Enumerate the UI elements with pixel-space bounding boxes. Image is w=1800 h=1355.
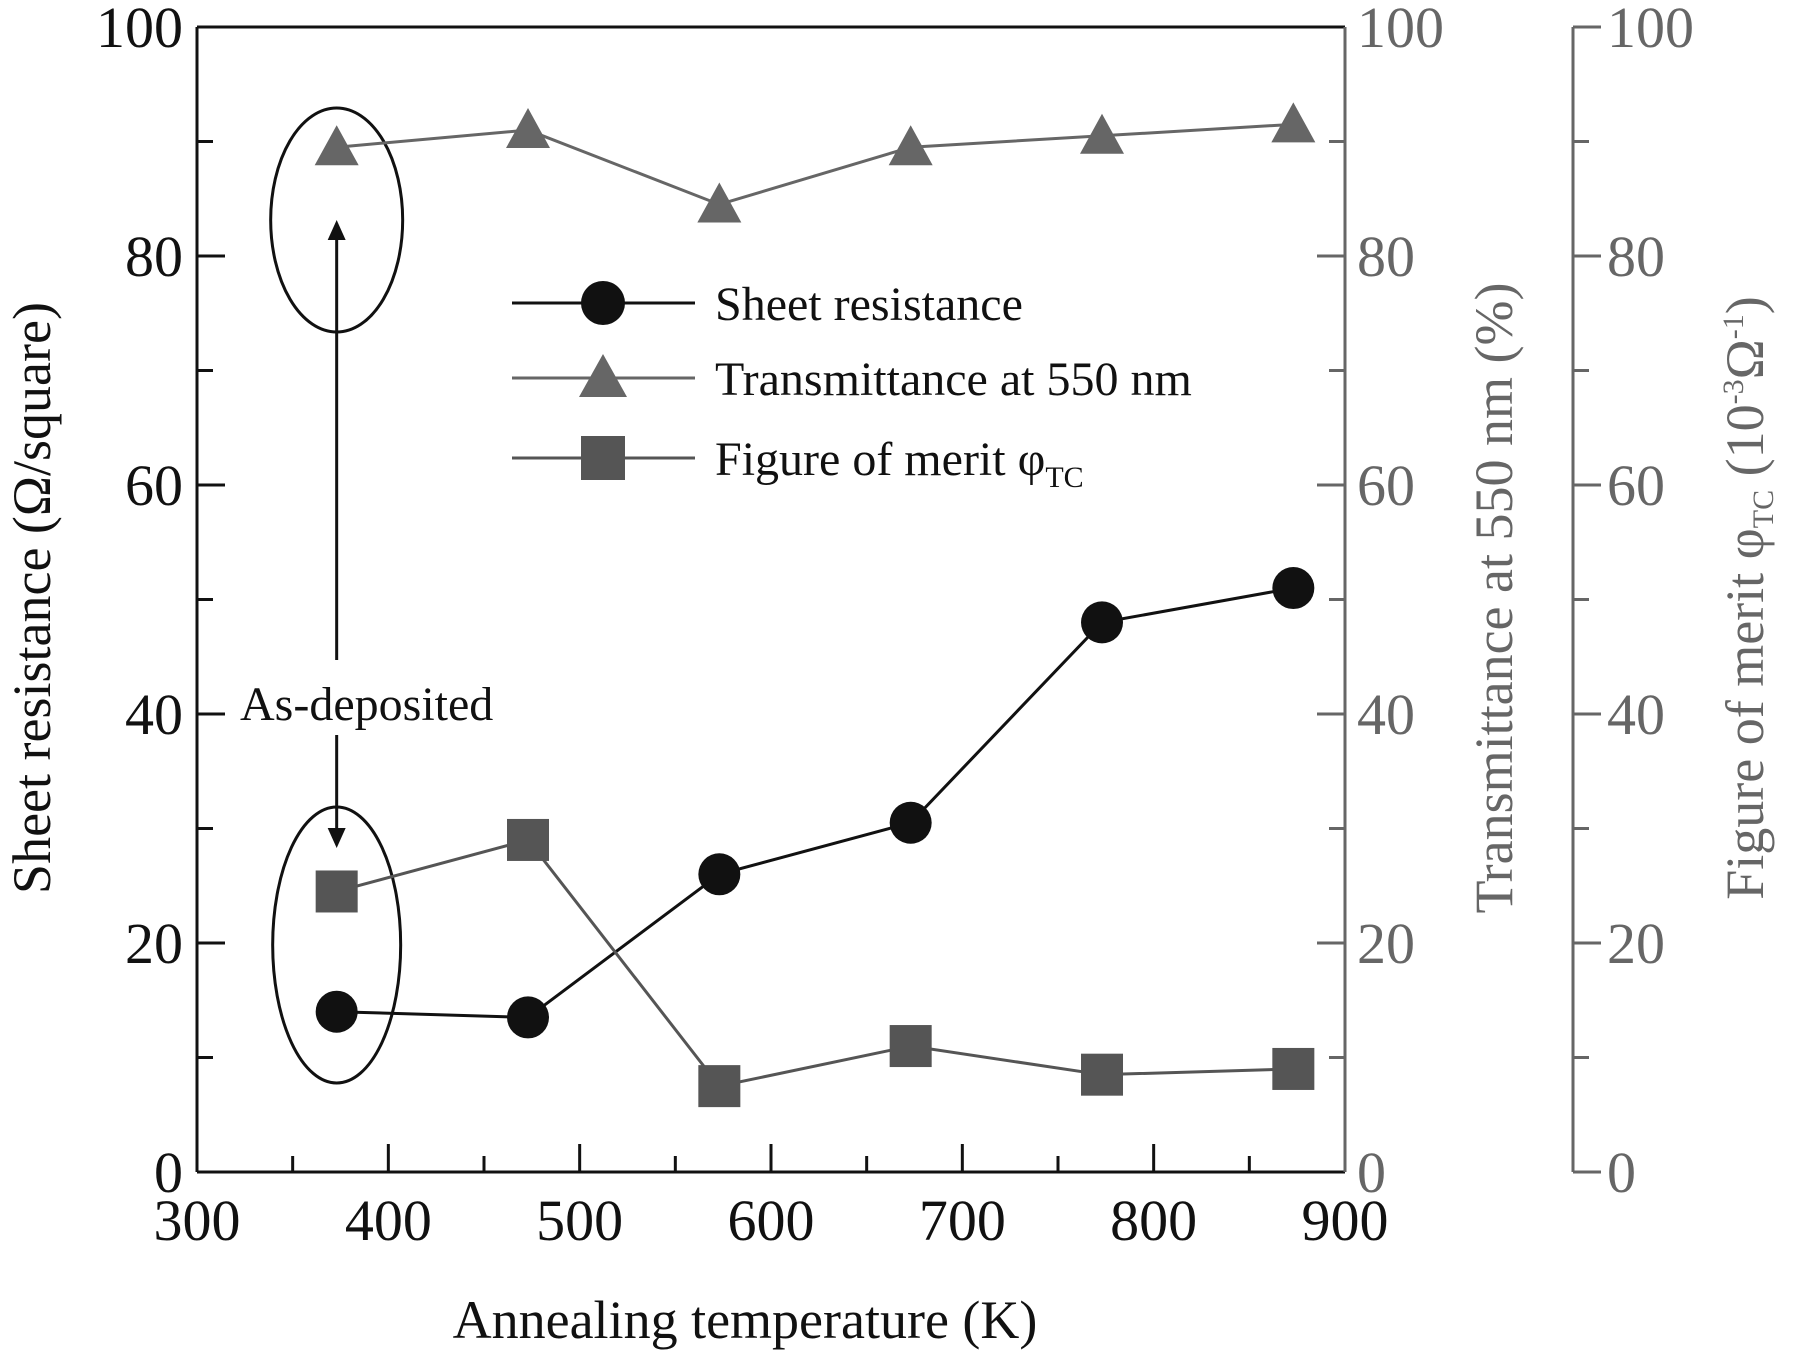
right-axis-1-title: Transmittance at 550 nm (%) (1464, 283, 1524, 914)
series-line-sheet-resistance (336, 586, 1294, 1019)
right-axis-2-title-main: Figure of merit φ (1715, 528, 1775, 900)
right1-tick-label: 80 (1357, 224, 1415, 289)
x-axis-title: Annealing temperature (K) (453, 1290, 1038, 1350)
left-tick-label: 40 (125, 682, 183, 747)
right1-tick-label: 0 (1357, 1140, 1386, 1205)
legend: Sheet resistance Transmittance at 550 nm… (512, 278, 1192, 494)
left-tick-label: 20 (125, 911, 183, 976)
data-point-transmittance-at-550-nm (1271, 102, 1316, 143)
right1-tick-label: 100 (1357, 0, 1444, 60)
series-line-transmittance-at-550-nm (336, 122, 1294, 207)
right-axis-2-title-mid: Ω (1715, 339, 1775, 379)
right1-tick-label: 40 (1357, 682, 1415, 747)
data-point-transmittance-at-550-nm (888, 125, 933, 166)
data-point-transmittance-at-550-nm (1080, 113, 1125, 154)
right-axis-2-title-sup2: -1 (1717, 314, 1750, 339)
annotation-layer (269, 106, 405, 1085)
x-tick-label: 400 (345, 1188, 432, 1253)
x-tick-label: 600 (728, 1188, 815, 1253)
right2-tick-label: 0 (1607, 1140, 1636, 1205)
data-point-figure-of-merit (698, 1065, 741, 1108)
legend-label-sheet-resistance: Sheet resistance (715, 278, 1023, 331)
data-point-figure-of-merit (1272, 1047, 1315, 1090)
right-axis-2-title: Figure of merit φTC (10-3Ω-1) (1715, 296, 1780, 900)
series-layer (314, 102, 1316, 1108)
annotation-ellipse-bottom (271, 805, 403, 1085)
series-line-figure-of-merit (336, 838, 1294, 1088)
legend-marker-figure-of-merit (581, 436, 625, 480)
right-axis-2-title-close: ) (1715, 296, 1775, 314)
x-tick-label: 700 (919, 1188, 1006, 1253)
right-axis-2-title-sub: TC (1747, 490, 1780, 528)
legend-label-transmittance: Transmittance at 550 nm (715, 353, 1192, 406)
left-tick-label: 80 (125, 224, 183, 289)
data-point-figure-of-merit (315, 870, 358, 913)
left-tick-label: 100 (96, 0, 183, 60)
left-tick-label: 0 (154, 1140, 183, 1205)
data-point-sheet-resistance (315, 990, 358, 1033)
right1-tick-label: 20 (1357, 911, 1415, 976)
right-axis-2-title-sup: -3 (1717, 379, 1750, 404)
data-point-sheet-resistance (1272, 567, 1315, 610)
right2-tick-label: 20 (1607, 911, 1665, 976)
data-point-figure-of-merit (1081, 1053, 1124, 1096)
data-point-sheet-resistance (1081, 601, 1124, 644)
data-point-sheet-resistance (698, 853, 741, 896)
x-tick-label: 800 (1110, 1188, 1197, 1253)
legend-marker-transmittance (579, 354, 627, 397)
annotation-arrow-down-head (327, 828, 346, 848)
right2-tick-label: 80 (1607, 224, 1665, 289)
data-point-sheet-resistance (889, 801, 932, 844)
legend-marker-sheet-resistance (581, 281, 625, 325)
legend-label-figure-of-merit-main: Figure of merit φ (715, 433, 1045, 486)
x-tick-label: 500 (536, 1188, 623, 1253)
data-point-transmittance-at-550-nm (506, 108, 551, 149)
right2-tick-label: 60 (1607, 453, 1665, 518)
left-axis-title: Sheet resistance (Ω/square) (2, 302, 62, 894)
annotation-arrow-up-head (327, 220, 346, 240)
right2-tick-label: 100 (1607, 0, 1694, 60)
data-point-transmittance-at-550-nm (314, 125, 359, 166)
data-point-transmittance-at-550-nm (697, 182, 742, 223)
right1-tick-label: 60 (1357, 453, 1415, 518)
legend-label-figure-of-merit-sub: TC (1045, 461, 1083, 494)
x-tick-label: 900 (1302, 1188, 1389, 1253)
data-point-sheet-resistance (507, 996, 550, 1039)
data-point-figure-of-merit (889, 1025, 932, 1068)
right-axis-2-title-open: (10 (1715, 404, 1775, 489)
x-tick-label: 300 (154, 1188, 241, 1253)
legend-label-figure-of-merit: Figure of merit φTC (715, 433, 1084, 494)
left-tick-label: 60 (125, 453, 183, 518)
right2-tick-label: 40 (1607, 682, 1665, 747)
annotation-as-deposited: As-deposited (240, 678, 493, 731)
data-point-figure-of-merit (507, 818, 550, 861)
